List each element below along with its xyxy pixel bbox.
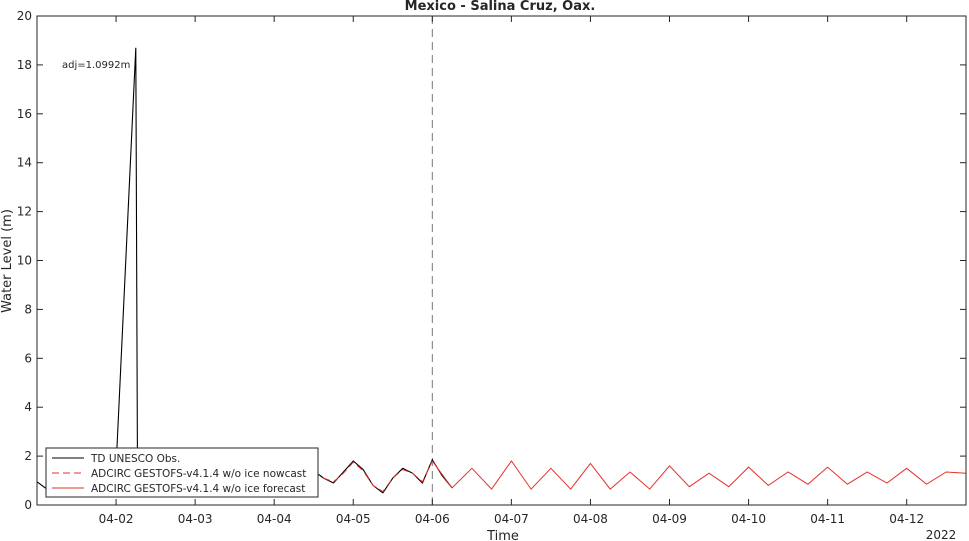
x-axis-label: Time [486, 529, 519, 541]
x-tick-label: 04-10 [731, 512, 766, 526]
legend-entry-2: ADCIRC GESTOFS-v4.1.4 w/o ice forecast [91, 483, 305, 495]
y-tick-label: 18 [17, 58, 32, 72]
y-tick-label: 10 [17, 254, 32, 268]
x-tick-label: 04-03 [178, 512, 213, 526]
y-tick-label: 14 [17, 156, 32, 170]
legend-entry-0: TD UNESCO Obs. [90, 453, 180, 465]
legend-entry-1: ADCIRC GESTOFS-v4.1.4 w/o ice nowcast [91, 468, 306, 480]
x-tick-label: 04-06 [415, 512, 450, 526]
series-line-1 [313, 460, 433, 493]
y-tick-label: 2 [24, 449, 32, 463]
y-axis-label: Water Level (m) [0, 209, 15, 313]
year-label: 2022 [926, 528, 957, 541]
y-tick-label: 20 [17, 9, 32, 23]
series-line-0 [36, 47, 453, 494]
chart-title: Mexico - Salina Cruz, Oax. [405, 0, 596, 14]
x-tick-label: 04-08 [573, 512, 608, 526]
plot-frame [36, 15, 967, 506]
x-tick-label: 04-11 [810, 512, 845, 526]
y-tick-label: 6 [24, 351, 32, 365]
x-tick-label: 04-02 [99, 512, 134, 526]
legend: TD UNESCO Obs. ADCIRC GESTOFS-v4.1.4 w/o … [45, 447, 319, 498]
y-tick-label: 12 [17, 205, 32, 219]
y-tick-label: 16 [17, 107, 32, 121]
y-tick-label: 8 [24, 302, 32, 316]
series-line-2 [431, 460, 967, 490]
x-tick-label: 04-07 [494, 512, 529, 526]
x-tick-label: 04-05 [336, 512, 371, 526]
legend-box [45, 447, 319, 498]
datum-adjustment-annotation: adj=1.0992m [62, 60, 130, 71]
x-tick-label: 04-09 [652, 512, 687, 526]
y-tick-label: 0 [24, 498, 32, 512]
y-tick-label: 4 [24, 400, 32, 414]
x-tick-label: 04-04 [257, 512, 292, 526]
x-tick-label: 04-12 [889, 512, 924, 526]
